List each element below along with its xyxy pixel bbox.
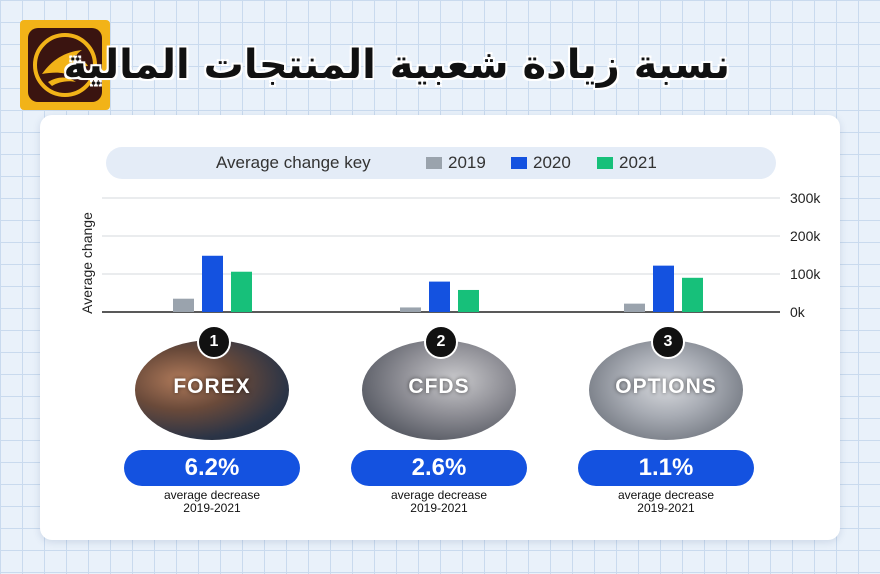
y-tick-label: 200k — [790, 228, 821, 244]
eagle-logo-icon — [33, 33, 97, 97]
legend-item-2021: 2021 — [597, 153, 657, 173]
legend-swatch-2021 — [597, 157, 613, 169]
product-name: OPTIONS — [615, 375, 717, 398]
chart-card: Average change key 2019 2020 2021 Averag… — [40, 115, 840, 540]
brand-logo — [20, 20, 110, 110]
cfds-description: average decrease 2019-2021 — [351, 489, 527, 515]
desc-line: average decrease — [163, 488, 261, 502]
cfds-percent-pill: 2.6% — [351, 450, 527, 486]
bar-cfds-2021 — [458, 289, 479, 312]
bar-options-2019 — [624, 303, 645, 312]
rank-badge: 2 — [424, 325, 458, 359]
legend-title: Average change key — [216, 153, 371, 172]
bar-forex-2019 — [173, 298, 194, 312]
legend-item-2019: 2019 — [426, 153, 486, 173]
chart-legend: Average change key 2019 2020 2021 — [106, 147, 776, 179]
desc-line: average decrease — [390, 488, 488, 502]
desc-years: 2019-2021 — [183, 501, 241, 515]
product-cfds: 2 CFDS — [359, 325, 519, 455]
bar-chart: 300k 200k 100k 0k — [102, 190, 821, 320]
legend-label-2021: 2021 — [619, 153, 657, 172]
desc-years: 2019-2021 — [410, 501, 468, 515]
product-options: 3 OPTIONS — [586, 325, 746, 455]
desc-years: 2019-2021 — [637, 501, 695, 515]
rank-badge: 1 — [197, 325, 231, 359]
product-forex: 1 FOREX — [132, 325, 292, 455]
legend-label-2019: 2019 — [448, 153, 486, 172]
bar-options-2020 — [653, 265, 674, 312]
bar-forex-2020 — [202, 255, 223, 312]
bar-forex-2021 — [231, 271, 252, 312]
legend-item-2020: 2020 — [511, 153, 571, 173]
y-tick-label: 100k — [790, 266, 821, 282]
page-title: نسبة زيادة شعبية المنتجات المالية — [63, 42, 730, 88]
options-percent-pill: 1.1% — [578, 450, 754, 486]
y-tick-label: 300k — [790, 190, 821, 206]
desc-line: average decrease — [617, 488, 715, 502]
forex-description: average decrease 2019-2021 — [124, 489, 300, 515]
bar-options-2021 — [682, 277, 703, 312]
y-tick-label: 0k — [790, 304, 806, 320]
bar-cfds-2019 — [400, 307, 421, 312]
bar-cfds-2020 — [429, 281, 450, 312]
legend-label-2020: 2020 — [533, 153, 571, 172]
options-description: average decrease 2019-2021 — [578, 489, 754, 515]
product-name: CFDS — [408, 375, 470, 398]
rank-badge: 3 — [651, 325, 685, 359]
forex-percent-pill: 6.2% — [124, 450, 300, 486]
product-name: FOREX — [173, 375, 251, 398]
legend-swatch-2020 — [511, 157, 527, 169]
legend-swatch-2019 — [426, 157, 442, 169]
